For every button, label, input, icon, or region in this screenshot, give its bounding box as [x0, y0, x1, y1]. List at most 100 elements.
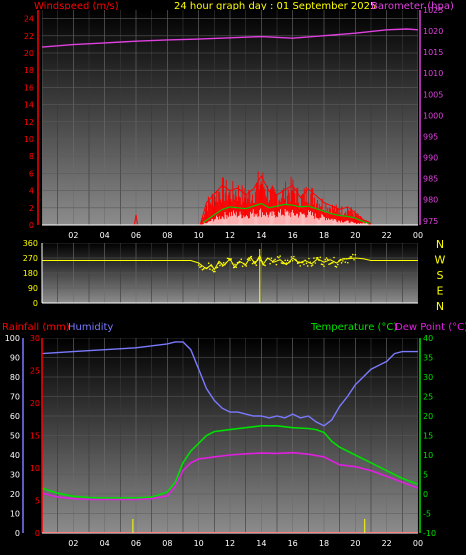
- direction-point: [250, 255, 253, 258]
- wind-y-tick-label: 14: [24, 101, 34, 110]
- temperature-x-tick-label: 02: [68, 539, 78, 548]
- wind-y-tick-label: 8: [29, 152, 34, 161]
- direction-point: [251, 262, 254, 265]
- direction-point: [285, 262, 288, 264]
- direction-point: [352, 253, 354, 256]
- direction-point: [204, 266, 206, 269]
- right-axis-label: Barometer (hpa): [371, 1, 454, 12]
- direction-point: [230, 258, 233, 260]
- direction-point: [305, 262, 308, 265]
- direction-point: [329, 262, 332, 265]
- direction-point: [231, 262, 234, 265]
- direction-point: [266, 257, 269, 260]
- direction-point: [278, 256, 280, 259]
- direction-y-tick-label: 180: [23, 269, 38, 278]
- direction-point: [306, 265, 309, 267]
- wind-line: [42, 174, 418, 225]
- direction-y-tick-label: 360: [23, 239, 38, 248]
- direction-point: [261, 261, 264, 263]
- direction-point: [227, 257, 230, 260]
- rainfall-label: Rainfall (mm): [2, 322, 70, 333]
- direction-point: [319, 256, 322, 259]
- direction-compass-label: N: [436, 238, 444, 251]
- direction-compass-label: E: [437, 285, 444, 298]
- direction-point: [226, 257, 229, 260]
- direction-y-tick-label: 270: [23, 254, 38, 263]
- chart-title: 24 hour graph day : 01 September 2025: [174, 1, 376, 12]
- direction-point: [315, 257, 318, 259]
- humidity-y-tick-label: 20: [10, 490, 20, 499]
- direction-point: [344, 261, 347, 264]
- direction-point: [212, 270, 215, 273]
- rainfall-y-tick-label: 25: [30, 367, 40, 376]
- dewpoint-line: [42, 451, 418, 501]
- direction-point: [323, 265, 325, 268]
- temperature-x-tick-label: 04: [100, 539, 110, 548]
- direction-point: [263, 264, 265, 266]
- direction-point: [334, 265, 337, 268]
- temperature-x-tick-label: 06: [131, 539, 141, 548]
- direction-point: [288, 261, 290, 264]
- direction-point: [269, 262, 271, 265]
- direction-point: [275, 263, 278, 266]
- direction-point: [293, 255, 295, 258]
- direction-point: [260, 259, 263, 262]
- barometer-y-tick-label: 985: [423, 175, 438, 184]
- direction-point: [237, 261, 240, 264]
- direction-point: [205, 267, 207, 270]
- direction-point: [340, 262, 343, 264]
- direction-point: [314, 262, 317, 264]
- direction-point: [318, 259, 320, 262]
- temperature-y-tick-label: 10: [423, 451, 433, 460]
- axes: 0246810121416182022249759809859909951000…: [5, 6, 446, 548]
- humidity-y-tick-label: 80: [10, 373, 20, 382]
- direction-point: [289, 260, 291, 263]
- direction-point: [201, 268, 204, 271]
- direction-point: [209, 268, 211, 270]
- direction-point: [348, 257, 350, 260]
- direction-point: [304, 259, 307, 262]
- wind-y-tick-label: 18: [24, 66, 34, 75]
- direction-point: [311, 264, 314, 266]
- humidity-y-tick-label: 0: [15, 529, 20, 538]
- barometer-y-tick-label: 975: [423, 217, 438, 226]
- direction-y-tick-label: 0: [33, 299, 38, 308]
- rainfall-y-tick-label: 0: [35, 529, 40, 538]
- direction-point: [286, 259, 289, 262]
- humidity-y-tick-label: 100: [5, 334, 20, 343]
- direction-point: [222, 262, 225, 264]
- direction-point: [294, 258, 296, 261]
- direction-point: [298, 261, 300, 263]
- rainfall-y-tick-label: 15: [30, 432, 40, 441]
- direction-point: [325, 257, 328, 259]
- humidity-y-tick-label: 90: [10, 354, 20, 363]
- wind-x-tick-label: 18: [319, 231, 329, 240]
- direction-point: [254, 260, 256, 263]
- direction-point: [235, 266, 238, 269]
- barometer-y-tick-label: 1020: [423, 27, 443, 36]
- wind-x-tick-label: 08: [162, 231, 172, 240]
- direction-point: [206, 266, 209, 269]
- direction-point: [321, 263, 324, 266]
- barometer-y-tick-label: 1000: [423, 111, 443, 120]
- direction-point: [343, 258, 345, 260]
- direction-point: [221, 265, 224, 267]
- direction-point: [215, 266, 218, 269]
- humidity-y-tick-label: 10: [10, 510, 20, 519]
- wind-y-tick-label: 10: [24, 135, 34, 144]
- direction-point: [350, 256, 353, 258]
- wind-x-tick-label: 20: [350, 231, 360, 240]
- direction-point: [248, 257, 250, 259]
- direction-point: [345, 258, 348, 260]
- temperature-y-tick-label: 0: [423, 490, 428, 499]
- direction-point: [309, 261, 312, 263]
- direction-point: [245, 265, 248, 267]
- left-axis-label: Windspeed (m/s): [34, 1, 119, 12]
- direction-point: [339, 258, 342, 261]
- direction-point: [236, 261, 239, 264]
- direction-point: [268, 257, 270, 260]
- temperature-grid: [42, 338, 418, 533]
- direction-point: [326, 258, 329, 261]
- direction-point: [279, 255, 281, 257]
- direction-point: [291, 259, 294, 262]
